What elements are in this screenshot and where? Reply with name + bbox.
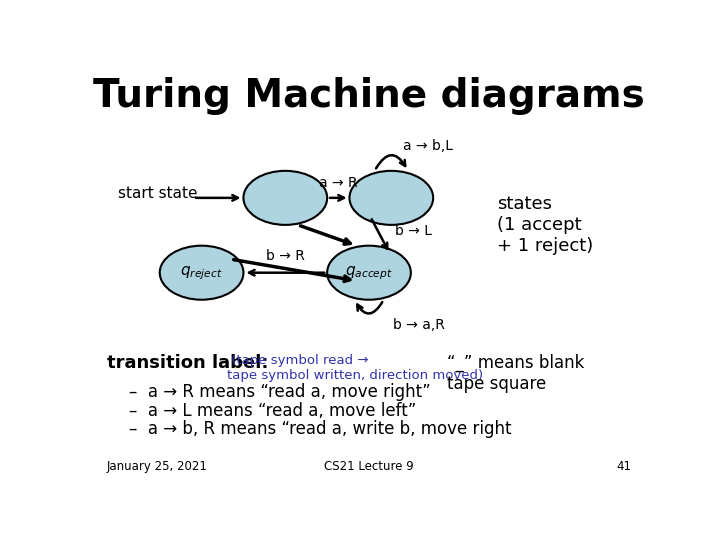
Ellipse shape xyxy=(349,171,433,225)
Text: b → a,R: b → a,R xyxy=(393,318,445,332)
Text: $q_{accept}$: $q_{accept}$ xyxy=(345,264,393,281)
Text: start state: start state xyxy=(118,186,197,201)
Text: transition label:: transition label: xyxy=(107,354,269,372)
Ellipse shape xyxy=(243,171,327,225)
Text: (tape symbol read →
tape symbol written, direction moved): (tape symbol read → tape symbol written,… xyxy=(227,354,483,382)
Text: –  a → R means “read a, move right”: – a → R means “read a, move right” xyxy=(129,383,431,401)
Text: January 25, 2021: January 25, 2021 xyxy=(107,460,207,473)
Ellipse shape xyxy=(327,246,411,300)
Text: –  a → L means “read a, move left”: – a → L means “read a, move left” xyxy=(129,402,416,420)
Text: 41: 41 xyxy=(616,460,631,473)
Text: $q_{reject}$: $q_{reject}$ xyxy=(180,264,223,281)
Text: states
(1 accept
+ 1 reject): states (1 accept + 1 reject) xyxy=(498,195,593,255)
Text: “_” means blank
tape square: “_” means blank tape square xyxy=(447,354,585,393)
Text: a → b,L: a → b,L xyxy=(402,139,453,153)
Ellipse shape xyxy=(160,246,243,300)
Text: CS21 Lecture 9: CS21 Lecture 9 xyxy=(324,460,414,473)
Text: a → R: a → R xyxy=(319,176,358,190)
Text: b → L: b → L xyxy=(395,224,432,238)
Text: Turing Machine diagrams: Turing Machine diagrams xyxy=(93,77,645,115)
Text: –  a → b, R means “read a, write b, move right: – a → b, R means “read a, write b, move … xyxy=(129,420,511,438)
Text: b → R: b → R xyxy=(266,249,305,263)
